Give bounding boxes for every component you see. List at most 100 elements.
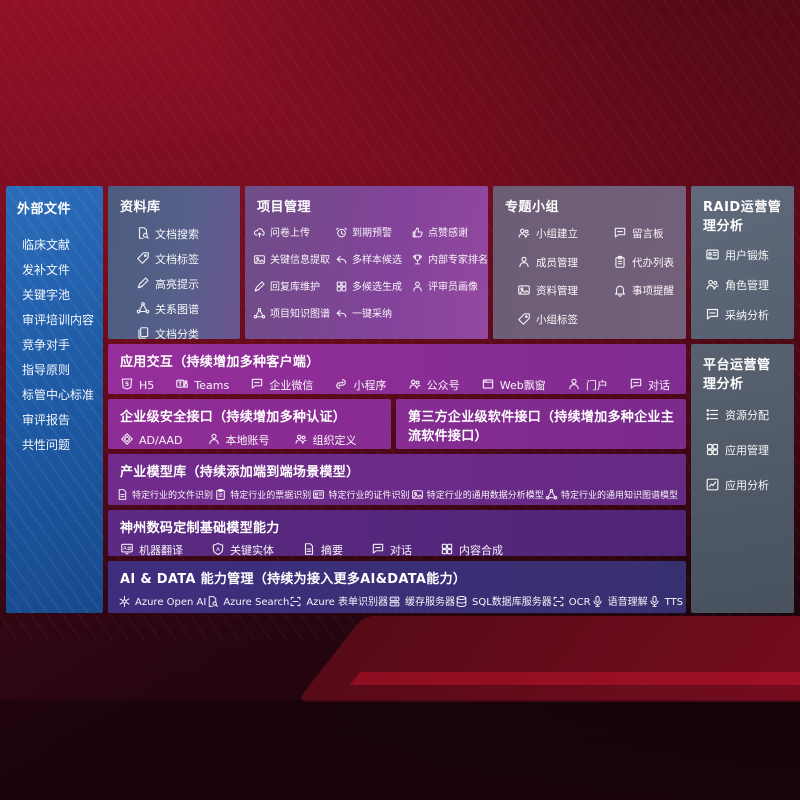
list-item[interactable]: 关键信息提取	[253, 253, 335, 269]
list-item[interactable]: AD/AAD	[120, 432, 183, 448]
list-item[interactable]: 采纳分析	[705, 307, 790, 324]
sidebar-item[interactable]: 发补文件	[22, 264, 97, 276]
list-item[interactable]: 特定行业的文件识别	[116, 488, 213, 504]
list-item[interactable]: 特定行业的通用数据分析模型	[411, 488, 544, 504]
grid-icon	[440, 542, 454, 556]
list-item[interactable]: 事项提醒	[613, 283, 684, 300]
list-item[interactable]: SQL数据库服务器	[455, 595, 552, 611]
item-label: 特定行业的通用数据分析模型	[426, 490, 544, 501]
list-item[interactable]: 到期预警	[335, 226, 411, 242]
person-icon	[567, 377, 581, 393]
list-item[interactable]: 机器翻译	[120, 542, 183, 556]
list-item[interactable]: 企业微信	[250, 377, 313, 393]
list-item[interactable]: 一键采纳	[335, 307, 411, 323]
list-item[interactable]: 门户	[567, 377, 608, 393]
item-label: 成员管理	[536, 256, 578, 269]
list-item[interactable]: 缓存服务器	[388, 595, 455, 611]
list-item[interactable]: 角色管理	[705, 277, 790, 294]
list-item[interactable]: 关系图谱	[136, 301, 234, 317]
image-icon	[411, 488, 424, 504]
list-item[interactable]: 文档搜索	[136, 226, 234, 242]
person-icon	[411, 280, 424, 296]
list-item[interactable]: 点赞感谢	[411, 226, 488, 242]
item-label: 高亮提示	[155, 277, 199, 291]
list-item[interactable]: 用户锻炼	[705, 247, 790, 264]
main-column: 资料库 文档搜索 文档标签 高亮提示	[108, 186, 686, 613]
list-item[interactable]: 代办列表	[613, 255, 684, 272]
panel-title: RAID运营管理分析	[703, 200, 782, 234]
list-item[interactable]: OCR	[552, 595, 591, 611]
list-item[interactable]: 特定行业的通用知识图谱模型	[545, 488, 678, 504]
list-item[interactable]: 语音理解	[591, 595, 648, 611]
item-label: Azure 表单识别器	[306, 597, 388, 608]
item-label: H5	[139, 378, 155, 392]
list-item[interactable]: 对话	[629, 377, 670, 393]
list-item[interactable]: 回复库维护	[253, 280, 335, 296]
item-label: 文档分类	[155, 327, 199, 340]
industry-item-row: 特定行业的文件识别 特定行业的票据识别 特定行业的证件识别 特定行业的通用数据分…	[108, 480, 686, 504]
sidebar-item-label: 标管中心标准	[22, 388, 95, 402]
list-item[interactable]: Azure 表单识别器	[289, 595, 388, 611]
list-item[interactable]: 小程序	[334, 377, 386, 393]
list-item[interactable]: 文档分类	[136, 326, 234, 339]
list-item[interactable]: 资源分配	[705, 407, 790, 424]
list-item[interactable]: Web飘窗	[481, 377, 546, 393]
list-item[interactable]: 问卷上传	[253, 226, 335, 242]
list-item[interactable]: 小组标签	[517, 312, 613, 329]
list-item[interactable]: 内部专家排名	[411, 253, 488, 269]
list-item[interactable]: 特定行业的证件识别	[312, 488, 409, 504]
list-item[interactable]: 多样本候选	[335, 253, 411, 269]
list-item[interactable]: 高亮提示	[136, 276, 234, 292]
doc-icon	[302, 542, 316, 556]
sidebar-item[interactable]: 关键字池	[22, 289, 97, 301]
library-item-list: 文档搜索 文档标签 高亮提示 关系图谱 文档分类	[108, 215, 240, 339]
item-label: TTS	[664, 597, 683, 608]
list-item[interactable]: 本地账号	[207, 432, 270, 448]
sidebar-item[interactable]: 共性问题	[22, 439, 97, 451]
sidebar-item[interactable]: 标管中心标准	[22, 389, 97, 401]
list-item[interactable]: 对话	[371, 542, 412, 556]
list-item[interactable]: 留言板	[613, 226, 684, 243]
list-item[interactable]: Teams	[175, 377, 229, 393]
list-item[interactable]: 多候选生成	[335, 280, 411, 296]
sidebar-item-list: 临床文献 发补文件 关键字池 审评培训内容 竞争对手 指导原则 标管中心标准 审…	[6, 217, 103, 451]
background-red-bar	[349, 672, 800, 685]
sidebar-item[interactable]: 审评报告	[22, 414, 97, 426]
list-item[interactable]: 公众号	[408, 377, 460, 393]
list-item[interactable]: TTS	[648, 595, 683, 611]
item-label: 到期预警	[352, 228, 392, 239]
sidebar-item[interactable]: 指导原则	[22, 364, 97, 376]
list-item[interactable]: 应用分析	[705, 477, 790, 494]
network-icon	[545, 488, 558, 504]
list-item[interactable]: Azure Open AI	[118, 595, 206, 611]
list-item[interactable]: Azure Search	[206, 595, 289, 611]
item-label: 语音理解	[607, 597, 648, 608]
sidebar-item[interactable]: 临床文献	[22, 239, 97, 251]
list-item[interactable]: 关键实体	[211, 542, 274, 556]
people-icon	[408, 377, 422, 393]
list-item[interactable]: 资料管理	[517, 283, 613, 300]
card-icon	[312, 488, 325, 504]
sidebar-item[interactable]: 竞争对手	[22, 339, 97, 351]
flower-icon	[118, 595, 131, 611]
bell-icon	[613, 283, 627, 300]
list-item[interactable]: 问题趋势	[705, 337, 790, 339]
list-item[interactable]: 内容合成	[440, 542, 503, 556]
security-item-row: AD/AAD 本地账号 组织定义	[108, 425, 391, 448]
list-item[interactable]: 组织定义	[294, 432, 357, 448]
item-label: 本地账号	[225, 433, 270, 447]
item-label: 项目知识图谱	[270, 309, 330, 320]
sidebar-item[interactable]: 审评培训内容	[22, 314, 97, 326]
list-item[interactable]: 评审员画像	[411, 280, 488, 296]
list-item[interactable]: H5	[120, 377, 154, 393]
reply-icon	[335, 253, 348, 269]
list-item[interactable]: 小组建立	[517, 226, 613, 243]
list-item[interactable]: 文档标签	[136, 251, 234, 267]
list-item[interactable]: 摘要	[302, 542, 343, 556]
list-item[interactable]: 成员管理	[517, 255, 613, 272]
list-item[interactable]: 项目知识图谱	[253, 307, 335, 323]
list-item[interactable]: 特定行业的票据识别	[214, 488, 311, 504]
list-item[interactable]: 应用管理	[705, 442, 790, 459]
thirdparty-item-row: API自动化设计器	[396, 444, 686, 449]
tag-icon	[517, 312, 531, 329]
